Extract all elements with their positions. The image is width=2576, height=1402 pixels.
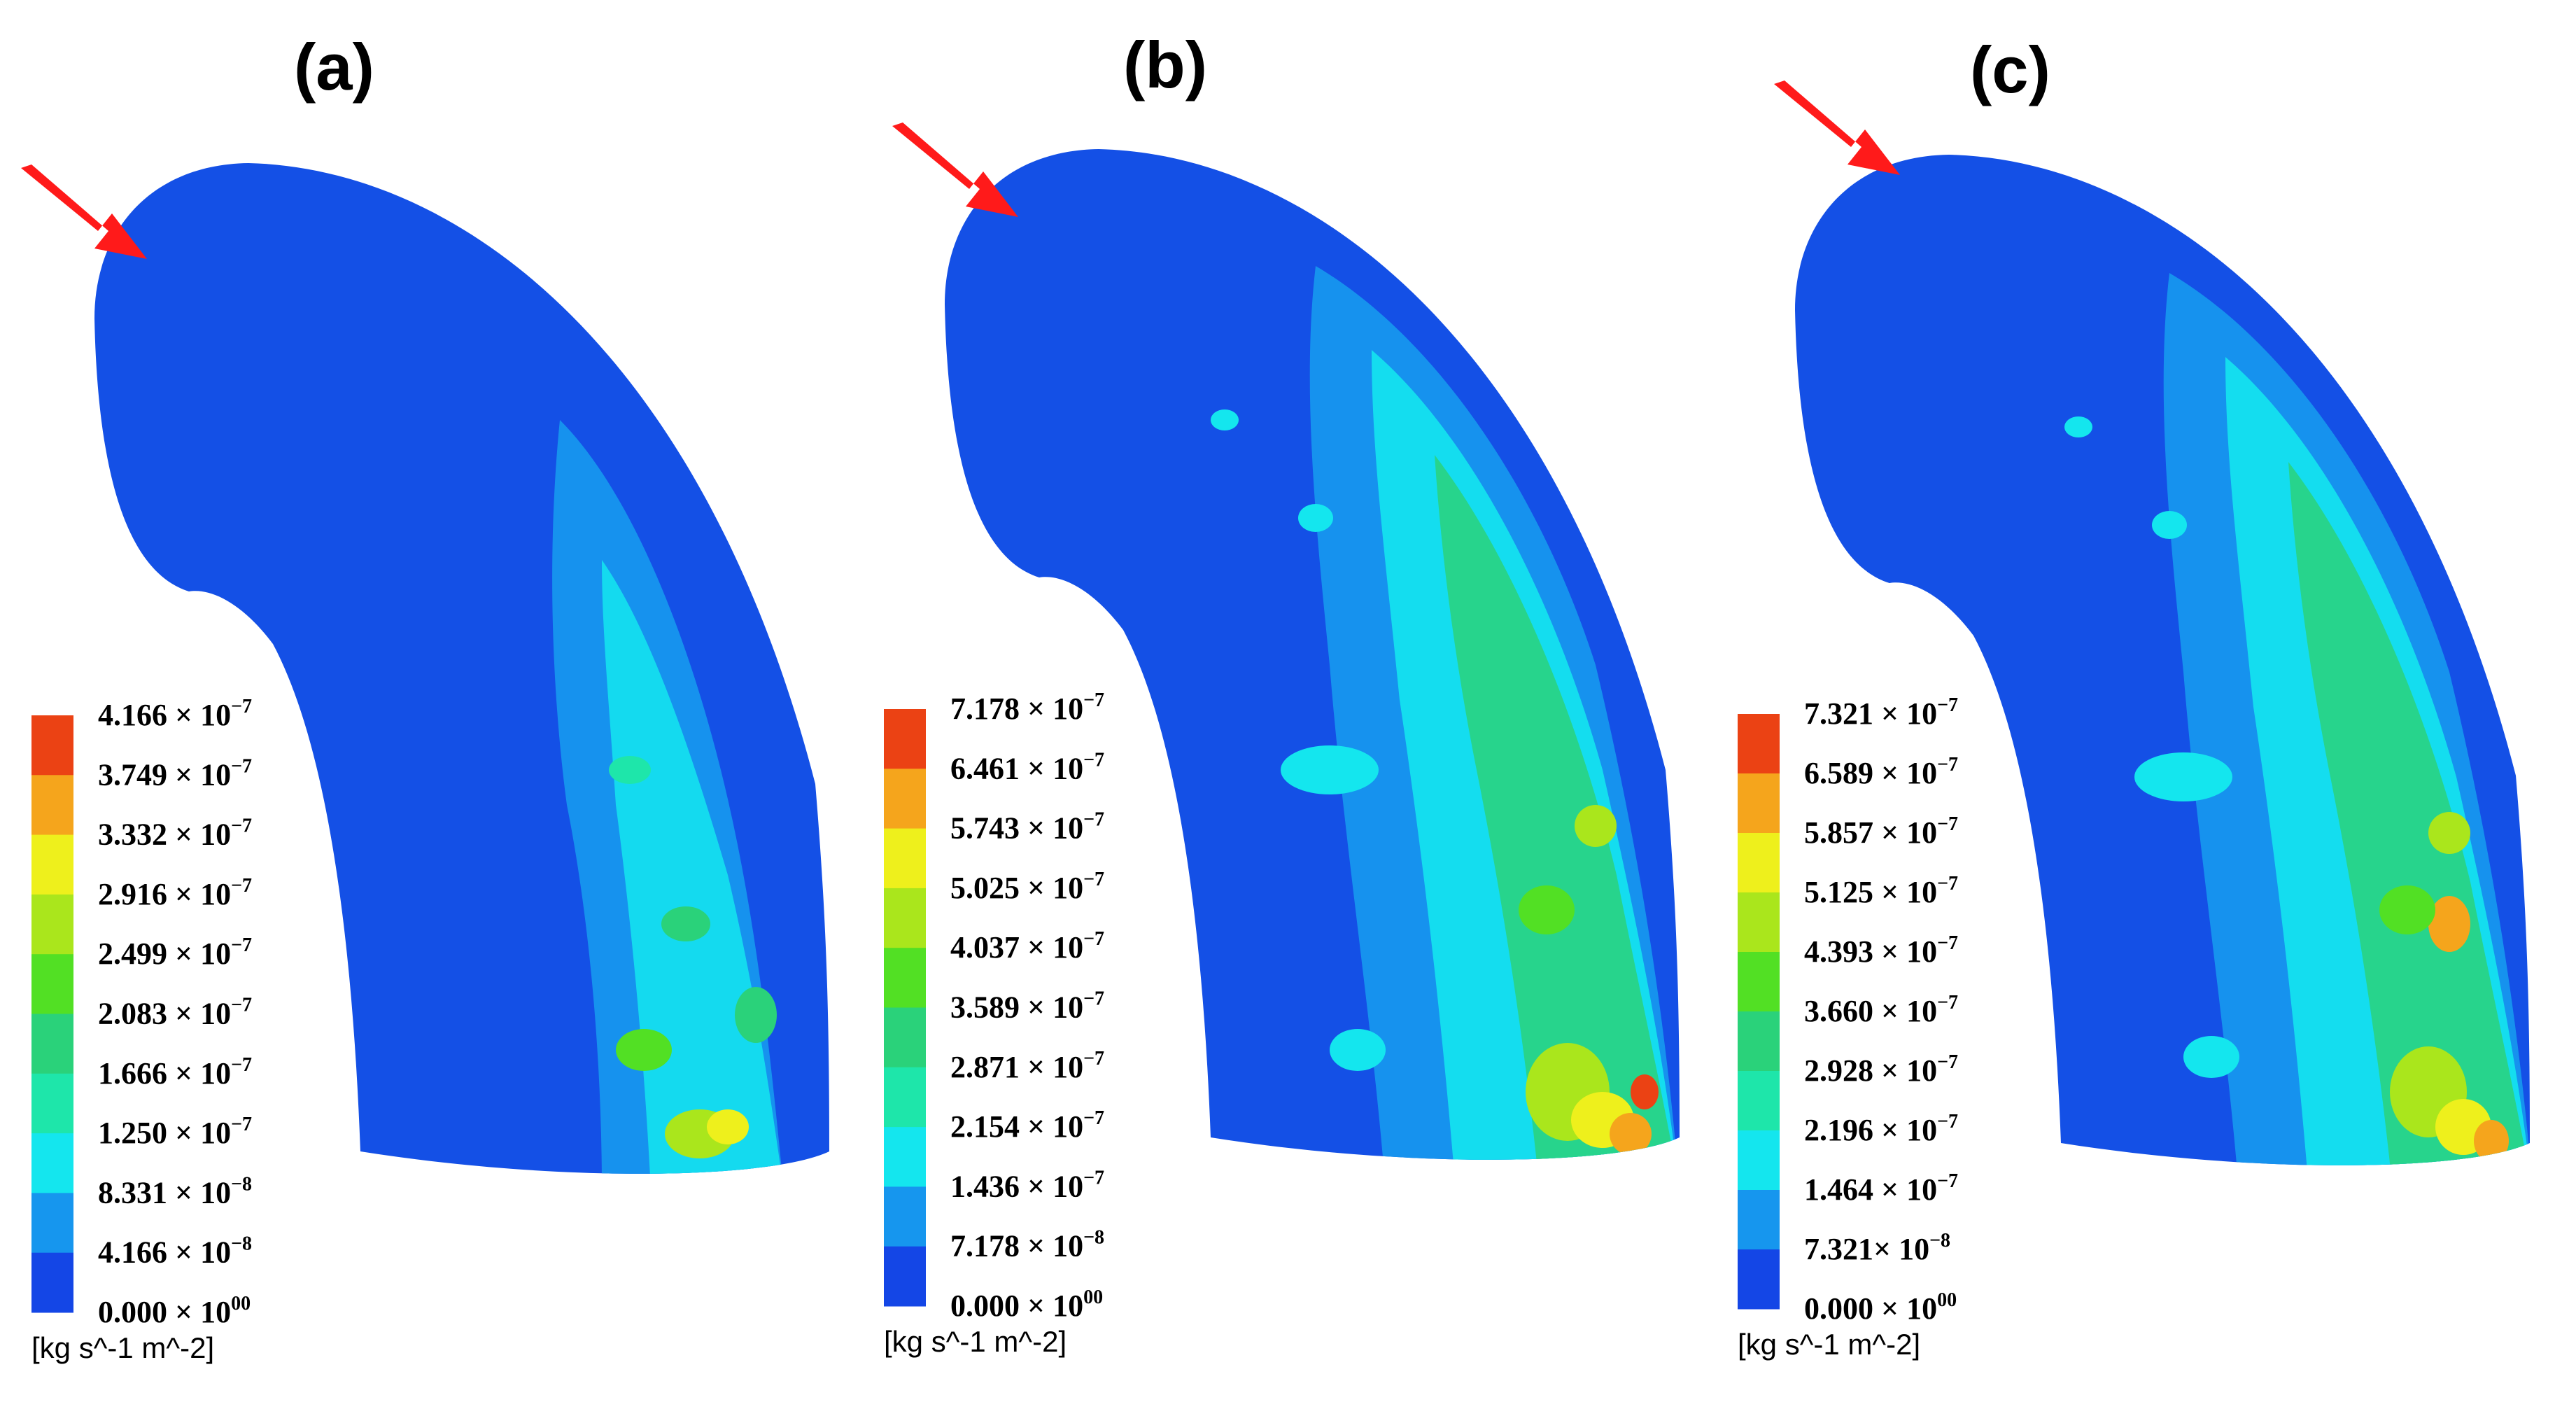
legend-unit: [kg s^-1 m^-2] bbox=[31, 1331, 214, 1364]
legend-tick-label: 1.666 × 10−7 bbox=[98, 1054, 252, 1091]
legend-tick-label: 1.250 × 10−7 bbox=[98, 1114, 252, 1150]
pipe-contour-c bbox=[1795, 155, 2530, 1165]
legend-tick-label: 3.660 × 10−7 bbox=[1804, 992, 1958, 1028]
legend-tick-label: 2.499 × 10−7 bbox=[98, 934, 252, 971]
color-legend-b: 7.178 × 10−7 6.461 × 10−7 5.743 × 10−7 5.02… bbox=[884, 689, 1104, 1358]
pipe-contour-a bbox=[94, 163, 829, 1174]
legend-tick-label: 0.000 × 1000 bbox=[98, 1293, 251, 1329]
legend-swatch bbox=[1738, 952, 1780, 1012]
pipe-contour-b bbox=[945, 149, 1680, 1160]
color-legend-a: 4.166 × 10−7 3.749 × 10−7 3.332 × 10−7 2.91… bbox=[31, 696, 252, 1364]
legend-tick-label: 5.025 × 10−7 bbox=[950, 869, 1104, 905]
legend-swatch bbox=[1738, 892, 1780, 953]
legend-swatch bbox=[31, 775, 73, 836]
legend-swatch bbox=[884, 888, 926, 948]
legend-tick-label: 4.393 × 10−7 bbox=[1804, 932, 1958, 969]
legend-swatch bbox=[31, 1133, 73, 1193]
legend-swatch bbox=[884, 1007, 926, 1068]
legend-tick-label: 5.743 × 10−7 bbox=[950, 809, 1104, 846]
legend-swatch bbox=[884, 1246, 926, 1307]
legend-tick-label: 3.749 × 10−7 bbox=[98, 755, 252, 792]
legend-unit: [kg s^-1 m^-2] bbox=[884, 1325, 1067, 1358]
legend-swatch bbox=[884, 1067, 926, 1128]
panel-c: (c) bbox=[1774, 33, 2530, 1165]
legend-swatch bbox=[31, 715, 73, 776]
legends: 4.166 × 10−7 3.749 × 10−7 3.332 × 10−7 2.91… bbox=[31, 689, 1958, 1364]
panel-label-b: (b) bbox=[1123, 28, 1207, 101]
panel-b: (b) bbox=[892, 28, 1680, 1160]
legend-tick-label: 7.178 × 10−7 bbox=[950, 689, 1104, 726]
legend-unit: [kg s^-1 m^-2] bbox=[1738, 1328, 1920, 1361]
legend-tick-label: 2.083 × 10−7 bbox=[98, 995, 252, 1031]
legend-tick-label: 4.037 × 10−7 bbox=[950, 928, 1104, 965]
legend-swatch bbox=[1738, 773, 1780, 834]
legend-swatch bbox=[1738, 1130, 1780, 1191]
legend-swatch bbox=[1738, 1249, 1780, 1310]
legend-tick-label: 3.589 × 10−7 bbox=[950, 988, 1104, 1025]
legend-tick-label: 4.166 × 10−8 bbox=[98, 1233, 252, 1270]
legend-tick-label: 4.166 × 10−7 bbox=[98, 696, 252, 732]
color-legend-c: 7.321 × 10−7 6.589 × 10−7 5.857 × 10−7 5.12… bbox=[1738, 694, 1958, 1361]
legend-tick-label: 0.000 × 1000 bbox=[950, 1287, 1103, 1323]
legend-swatch bbox=[31, 1193, 73, 1254]
legend-swatch bbox=[31, 1014, 73, 1074]
legend-tick-label: 6.589 × 10−7 bbox=[1804, 754, 1958, 790]
legend-tick-label: 7.321 × 10−7 bbox=[1804, 694, 1958, 731]
deposition-pattern-c bbox=[2064, 273, 2530, 1165]
legend-tick-label: 6.461 × 10−7 bbox=[950, 749, 1104, 785]
legend-tick-label: 1.464 × 10−7 bbox=[1804, 1170, 1958, 1207]
legend-swatch bbox=[884, 1186, 926, 1247]
deposition-pattern-a bbox=[552, 420, 784, 1174]
legend-tick-label: 3.332 × 10−7 bbox=[98, 815, 252, 852]
legend-swatch bbox=[31, 1252, 73, 1313]
legend-swatch bbox=[1738, 1190, 1780, 1250]
legend-swatch bbox=[1738, 714, 1780, 774]
legend-swatch bbox=[884, 828, 926, 889]
legend-swatch bbox=[31, 894, 73, 955]
flow-arrow-b bbox=[892, 122, 1018, 217]
legend-tick-label: 5.125 × 10−7 bbox=[1804, 873, 1958, 909]
legend-swatch bbox=[884, 948, 926, 1008]
deposition-pattern-b bbox=[1211, 266, 1680, 1160]
panel-label-a: (a) bbox=[294, 30, 374, 104]
legend-tick-label: 2.154 × 10−7 bbox=[950, 1107, 1104, 1144]
legend-swatch bbox=[1738, 1011, 1780, 1072]
flow-arrow-a bbox=[21, 164, 147, 259]
legend-swatch bbox=[884, 769, 926, 829]
legend-swatch bbox=[1738, 833, 1780, 893]
flow-arrow-c bbox=[1774, 80, 1900, 175]
legend-swatch bbox=[884, 709, 926, 769]
legend-tick-label: 2.196 × 10−7 bbox=[1804, 1111, 1958, 1147]
legend-tick-label: 5.857 × 10−7 bbox=[1804, 813, 1958, 850]
panel-label-c: (c) bbox=[1970, 33, 2050, 106]
legend-tick-label: 0.000 × 1000 bbox=[1804, 1289, 1957, 1326]
legend-swatch bbox=[31, 954, 73, 1014]
legend-tick-label: 2.916 × 10−7 bbox=[98, 875, 252, 911]
legend-tick-label: 2.928 × 10−7 bbox=[1804, 1051, 1958, 1088]
legend-tick-label: 2.871 × 10−7 bbox=[950, 1048, 1104, 1084]
panel-a: (a) bbox=[21, 30, 829, 1174]
legend-tick-label: 8.331 × 10−8 bbox=[98, 1173, 252, 1210]
legend-tick-label: 1.436 × 10−7 bbox=[950, 1167, 1104, 1203]
legend-swatch bbox=[884, 1127, 926, 1187]
legend-swatch bbox=[31, 834, 73, 895]
legend-tick-label: 7.178 × 10−8 bbox=[950, 1227, 1104, 1263]
legend-swatch bbox=[1738, 1071, 1780, 1131]
legend-tick-label: 7.321× 10−8 bbox=[1804, 1230, 1950, 1266]
legend-swatch bbox=[31, 1073, 73, 1134]
